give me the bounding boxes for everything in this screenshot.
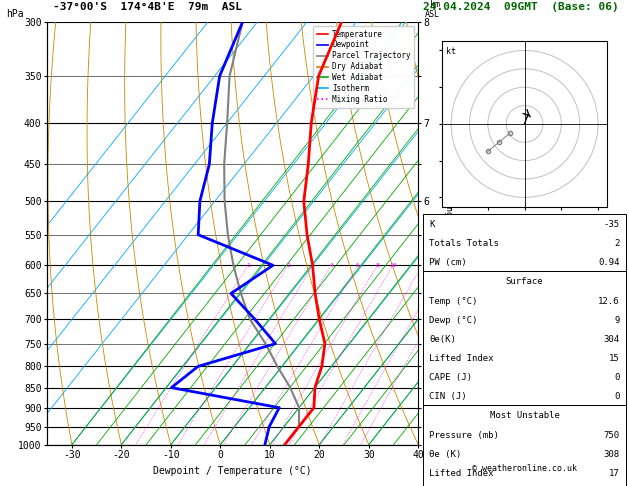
Text: K: K — [430, 220, 435, 229]
Text: CIN (J): CIN (J) — [430, 392, 467, 401]
Text: -35: -35 — [604, 220, 620, 229]
Text: 308: 308 — [604, 450, 620, 459]
Bar — [423, 214, 626, 271]
Text: kt: kt — [445, 47, 455, 56]
X-axis label: Dewpoint / Temperature (°C): Dewpoint / Temperature (°C) — [153, 466, 312, 476]
Text: 6: 6 — [356, 263, 360, 268]
Text: 0: 0 — [615, 373, 620, 382]
Legend: Temperature, Dewpoint, Parcel Trajectory, Dry Adiabat, Wet Adiabat, Isotherm, Mi: Temperature, Dewpoint, Parcel Trajectory… — [313, 26, 415, 108]
Text: CAPE (J): CAPE (J) — [430, 373, 472, 382]
Text: 0: 0 — [615, 392, 620, 401]
Text: 10: 10 — [389, 263, 397, 268]
Text: © weatheronline.co.uk: © weatheronline.co.uk — [472, 464, 577, 473]
Text: 2: 2 — [615, 239, 620, 248]
Text: Surface: Surface — [506, 278, 543, 286]
Text: 2: 2 — [286, 263, 290, 268]
Text: PW (cm): PW (cm) — [430, 258, 467, 267]
Y-axis label: Mixing Ratio (g/kg): Mixing Ratio (g/kg) — [443, 186, 453, 281]
Text: Most Unstable: Most Unstable — [489, 412, 560, 420]
Text: Pressure (mb): Pressure (mb) — [430, 431, 499, 440]
Text: 304: 304 — [604, 335, 620, 344]
Text: 8: 8 — [376, 263, 379, 268]
Text: Lifted Index: Lifted Index — [430, 469, 494, 478]
Bar — [423, 405, 626, 486]
Bar — [423, 271, 626, 405]
Text: 0.94: 0.94 — [598, 258, 620, 267]
Text: θe (K): θe (K) — [430, 450, 462, 459]
Text: -37°00'S  174°4B'E  79m  ASL: -37°00'S 174°4B'E 79m ASL — [53, 2, 242, 12]
Text: 15: 15 — [609, 354, 620, 363]
Text: 17: 17 — [609, 469, 620, 478]
Text: 750: 750 — [604, 431, 620, 440]
Text: Temp (°C): Temp (°C) — [430, 296, 478, 306]
Text: 9: 9 — [615, 316, 620, 325]
Text: 12.6: 12.6 — [598, 296, 620, 306]
Text: 4: 4 — [329, 263, 333, 268]
Text: 1: 1 — [246, 263, 250, 268]
Text: hPa: hPa — [6, 9, 24, 19]
Text: 24.04.2024  09GMT  (Base: 06): 24.04.2024 09GMT (Base: 06) — [423, 2, 619, 12]
Text: Dewp (°C): Dewp (°C) — [430, 316, 478, 325]
Text: 15: 15 — [418, 263, 426, 268]
Text: Totals Totals: Totals Totals — [430, 239, 499, 248]
Text: θe(K): θe(K) — [430, 335, 456, 344]
Text: Lifted Index: Lifted Index — [430, 354, 494, 363]
Text: km
ASL: km ASL — [425, 0, 440, 19]
Text: 3: 3 — [311, 263, 314, 268]
